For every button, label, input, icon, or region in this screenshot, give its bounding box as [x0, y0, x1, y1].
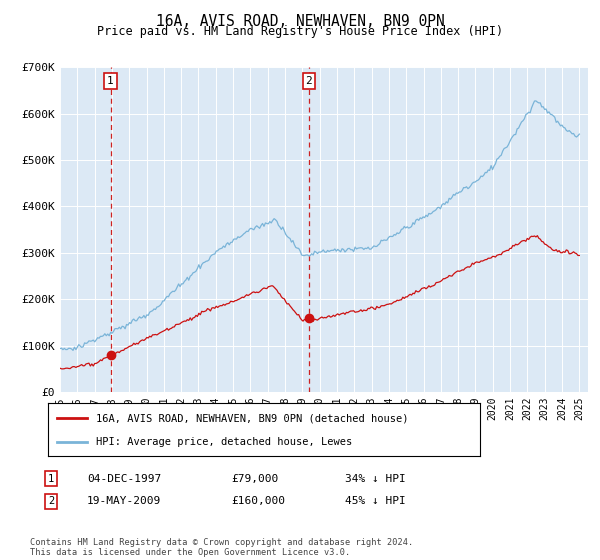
Text: 34% ↓ HPI: 34% ↓ HPI	[345, 474, 406, 484]
Text: 45% ↓ HPI: 45% ↓ HPI	[345, 496, 406, 506]
Text: 16A, AVIS ROAD, NEWHAVEN, BN9 0PN (detached house): 16A, AVIS ROAD, NEWHAVEN, BN9 0PN (detac…	[95, 413, 408, 423]
Text: HPI: Average price, detached house, Lewes: HPI: Average price, detached house, Lewe…	[95, 436, 352, 446]
Text: £160,000: £160,000	[231, 496, 285, 506]
Text: 16A, AVIS ROAD, NEWHAVEN, BN9 0PN: 16A, AVIS ROAD, NEWHAVEN, BN9 0PN	[155, 14, 445, 29]
Text: £79,000: £79,000	[231, 474, 278, 484]
Text: 2: 2	[48, 496, 54, 506]
Text: 1: 1	[107, 76, 114, 86]
Text: 04-DEC-1997: 04-DEC-1997	[87, 474, 161, 484]
Text: Contains HM Land Registry data © Crown copyright and database right 2024.
This d: Contains HM Land Registry data © Crown c…	[30, 538, 413, 557]
Text: Price paid vs. HM Land Registry's House Price Index (HPI): Price paid vs. HM Land Registry's House …	[97, 25, 503, 38]
Text: 1: 1	[48, 474, 54, 484]
Text: 2: 2	[305, 76, 313, 86]
Text: 19-MAY-2009: 19-MAY-2009	[87, 496, 161, 506]
